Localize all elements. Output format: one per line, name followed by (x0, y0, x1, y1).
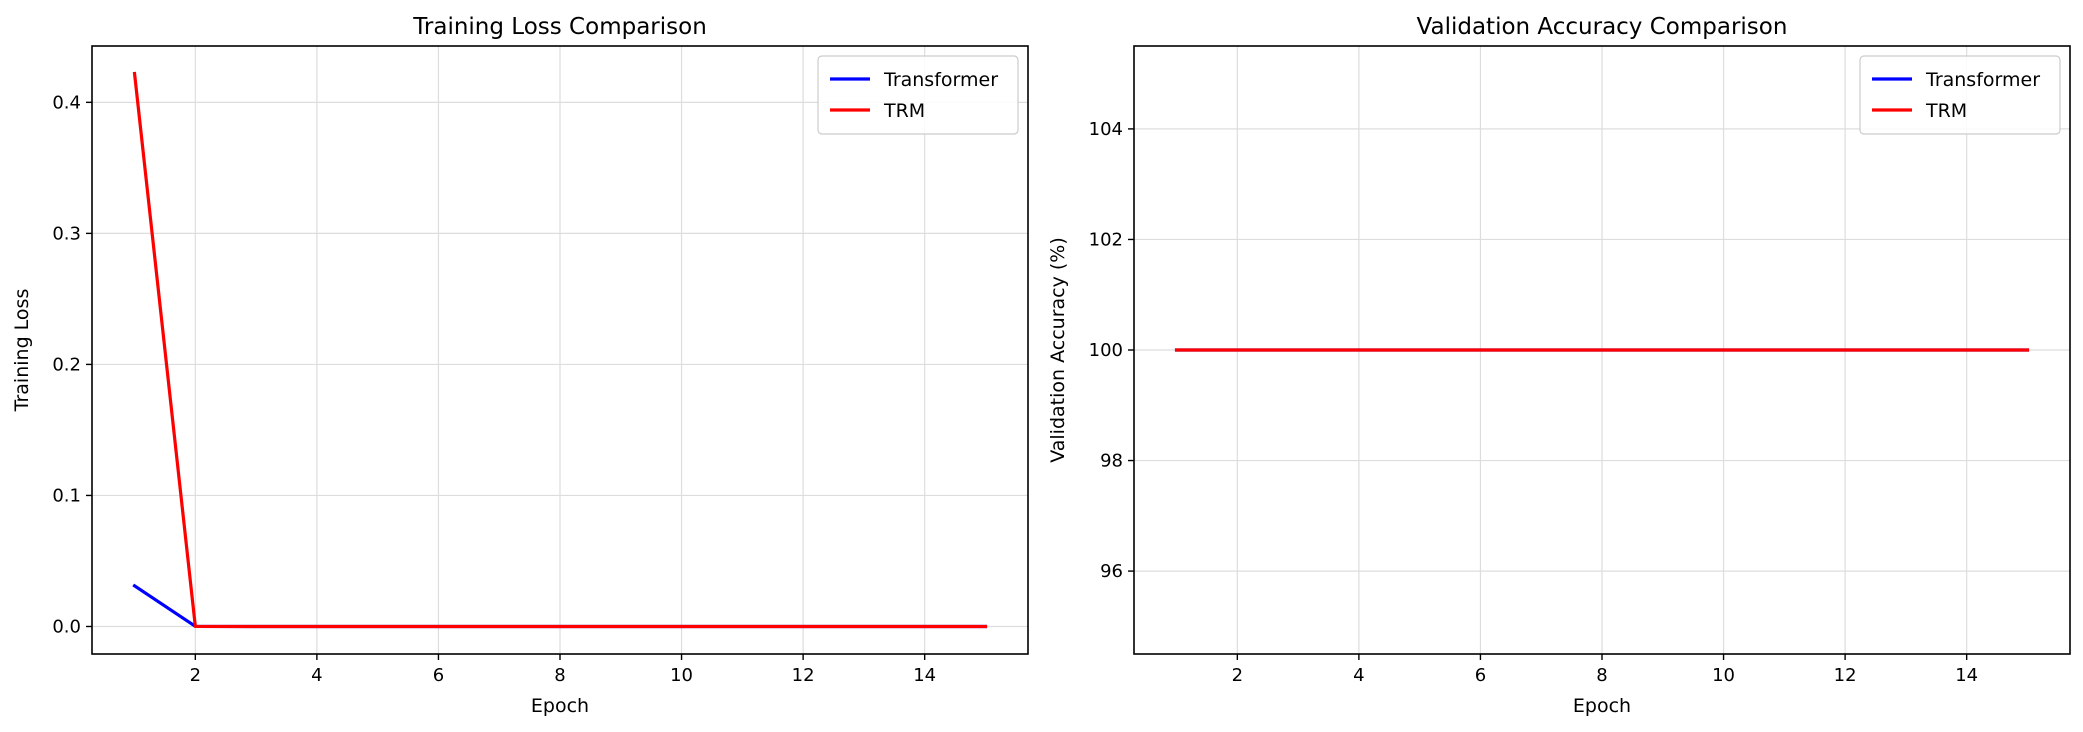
y-tick-label: 100 (1089, 340, 1123, 361)
x-tick-label: 2 (190, 665, 201, 686)
legend-box (1859, 55, 2061, 135)
y-tick-label: 0.2 (52, 354, 81, 375)
x-tick-label: 8 (1596, 665, 1607, 686)
y-axis-label: Validation Accuracy (%) (1047, 237, 1069, 463)
x-tick-label: 6 (1475, 665, 1486, 686)
chart-title: Training Loss Comparison (412, 14, 707, 40)
y-tick-label: 98 (1100, 451, 1123, 472)
y-tick-label: 0.4 (52, 92, 81, 113)
series-line-trm (132, 71, 988, 629)
training-loss-chart: 2 4 6 8 10 12 14 0.0 0.1 0.2 0.3 0.4 Training Loss C… (11, 14, 1029, 717)
legend-label: TRM (1925, 100, 1967, 122)
x-tick-label: 4 (311, 665, 322, 686)
legend-label: TRM (883, 100, 925, 122)
x-axis-label: Epoch (1573, 695, 1631, 717)
x-tick-label: 12 (792, 665, 815, 686)
y-tick-label: 0.1 (52, 485, 81, 506)
chart-title: Validation Accuracy Comparison (1417, 14, 1788, 40)
y-axis-label: Training Loss (11, 289, 33, 413)
x-tick-label: 8 (554, 665, 565, 686)
x-tick-label: 4 (1353, 665, 1364, 686)
legend: Transformer TRM (1859, 55, 2061, 135)
x-tick-label: 2 (1232, 665, 1243, 686)
x-tick-label: 14 (1955, 665, 1978, 686)
legend-box (817, 55, 1019, 135)
x-tick-label: 12 (1834, 665, 1857, 686)
legend: Transformer TRM (817, 55, 1019, 135)
legend-label: Transformer (1925, 69, 2040, 91)
validation-accuracy-chart: 2 4 6 8 10 12 14 96 98 100 102 104 Validation Accura… (1047, 14, 2071, 717)
y-tick-label: 102 (1089, 229, 1123, 250)
x-tick-label: 10 (1712, 665, 1735, 686)
y-tick-label: 0.0 (52, 616, 81, 637)
x-tick-label: 14 (913, 665, 936, 686)
y-tick-label: 96 (1100, 561, 1123, 582)
y-tick-label: 104 (1089, 119, 1123, 140)
x-tick-label: 6 (433, 665, 444, 686)
x-axis-label: Epoch (531, 695, 589, 717)
x-tick-label: 10 (670, 665, 693, 686)
y-tick-label: 0.3 (52, 223, 81, 244)
legend-label: Transformer (883, 69, 998, 91)
